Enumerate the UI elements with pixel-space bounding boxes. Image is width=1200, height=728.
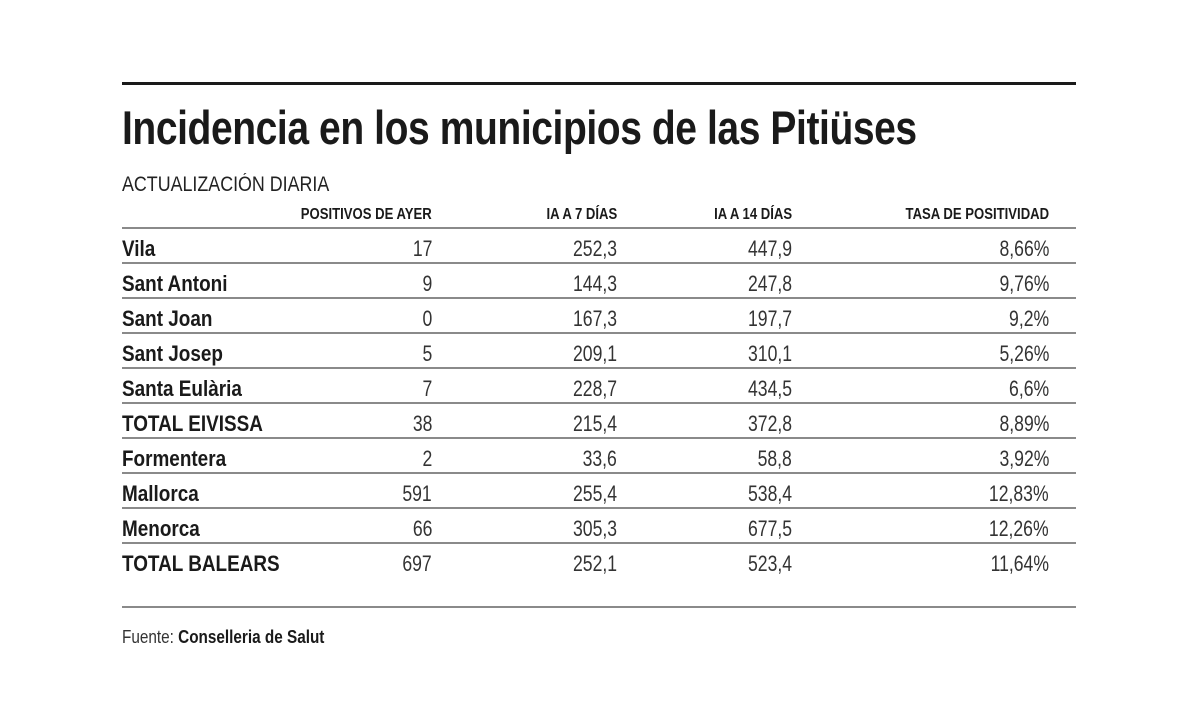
cell-ia7: 255,4 [572, 481, 617, 506]
row-label: Menorca [122, 516, 200, 541]
cell-ia14: 58,8 [757, 446, 792, 471]
cell-positivos: 9 [422, 271, 432, 296]
table-row: Sant Joan 0 167,3 197,7 9,2% [122, 299, 1076, 334]
table-row: TOTAL BALEARS 697 252,1 523,4 11,64% [122, 544, 1076, 577]
cell-ia7: 305,3 [572, 516, 617, 541]
cell-tasa: 9,76% [999, 271, 1049, 296]
cell-positivos: 7 [422, 376, 432, 401]
source-label: Fuente: [122, 627, 174, 647]
table-row: Santa Eulària 7 228,7 434,5 6,6% [122, 369, 1076, 404]
cell-positivos: 5 [422, 341, 432, 366]
row-label: Santa Eulària [122, 376, 242, 401]
cell-tasa: 12,26% [989, 516, 1049, 541]
top-rule [122, 82, 1076, 85]
cell-ia14: 310,1 [747, 341, 792, 366]
cell-tasa: 8,89% [999, 411, 1049, 436]
cell-ia7: 33,6 [582, 446, 617, 471]
header-ia14: IA A 14 DÍAS [713, 206, 792, 223]
cell-positivos: 66 [412, 516, 432, 541]
cell-positivos: 697 [402, 551, 432, 576]
cell-tasa: 3,92% [999, 446, 1049, 471]
bottom-rule [122, 606, 1076, 608]
chart-title: Incidencia en los municipios de las Piti… [122, 101, 917, 154]
table-row: TOTAL EIVISSA 38 215,4 372,8 8,89% [122, 404, 1076, 439]
header-ia7: IA A 7 DÍAS [546, 206, 617, 223]
cell-ia7: 252,3 [572, 236, 617, 261]
cell-ia14: 197,7 [747, 306, 792, 331]
cell-ia7: 209,1 [572, 341, 617, 366]
source-note: Fuente: Conselleria de Salut [122, 627, 324, 648]
data-table: POSITIVOS DE AYER IA A 7 DÍAS IA A 14 DÍ… [122, 203, 1076, 577]
table-row: Menorca 66 305,3 677,5 12,26% [122, 509, 1076, 544]
row-label: Formentera [122, 446, 227, 471]
row-label: Vila [122, 236, 156, 261]
cell-ia7: 228,7 [572, 376, 617, 401]
table-row: Mallorca 591 255,4 538,4 12,83% [122, 474, 1076, 509]
row-label: Sant Josep [122, 341, 223, 366]
cell-ia7: 167,3 [572, 306, 617, 331]
cell-ia14: 372,8 [747, 411, 792, 436]
cell-ia14: 247,8 [747, 271, 792, 296]
cell-ia14: 447,9 [747, 236, 792, 261]
cell-tasa: 11,64% [990, 551, 1049, 576]
cell-ia7: 144,3 [572, 271, 617, 296]
row-label: Sant Joan [122, 306, 213, 331]
row-label: Mallorca [122, 481, 199, 506]
header-positivos: POSITIVOS DE AYER [301, 206, 432, 223]
cell-positivos: 17 [412, 236, 432, 261]
row-label: Sant Antoni [122, 271, 228, 296]
table-row: Vila 17 252,3 447,9 8,66% [122, 229, 1076, 264]
cell-positivos: 38 [412, 411, 432, 436]
cell-positivos: 2 [422, 446, 432, 471]
cell-ia14: 538,4 [747, 481, 792, 506]
table-row: Sant Antoni 9 144,3 247,8 9,76% [122, 264, 1076, 299]
cell-ia7: 215,4 [572, 411, 617, 436]
cell-tasa: 9,2% [1008, 306, 1049, 331]
cell-ia14: 434,5 [747, 376, 792, 401]
row-label: TOTAL EIVISSA [122, 411, 263, 436]
cell-ia14: 677,5 [747, 516, 792, 541]
cell-tasa: 6,6% [1008, 376, 1049, 401]
cell-tasa: 12,83% [989, 481, 1049, 506]
row-label: TOTAL BALEARS [122, 551, 280, 576]
header-tasa: TASA DE POSITIVIDAD [905, 206, 1049, 223]
cell-positivos: 0 [422, 306, 432, 331]
cell-tasa: 8,66% [999, 236, 1049, 261]
table-row: Formentera 2 33,6 58,8 3,92% [122, 439, 1076, 474]
cell-positivos: 591 [402, 481, 432, 506]
chart-subtitle: ACTUALIZACIÓN DIARIA [122, 173, 330, 196]
table-header: POSITIVOS DE AYER IA A 7 DÍAS IA A 14 DÍ… [122, 203, 1076, 229]
cell-tasa: 5,26% [999, 341, 1049, 366]
cell-ia14: 523,4 [747, 551, 792, 576]
cell-ia7: 252,1 [572, 551, 617, 576]
source-name: Conselleria de Salut [178, 627, 325, 647]
table-row: Sant Josep 5 209,1 310,1 5,26% [122, 334, 1076, 369]
